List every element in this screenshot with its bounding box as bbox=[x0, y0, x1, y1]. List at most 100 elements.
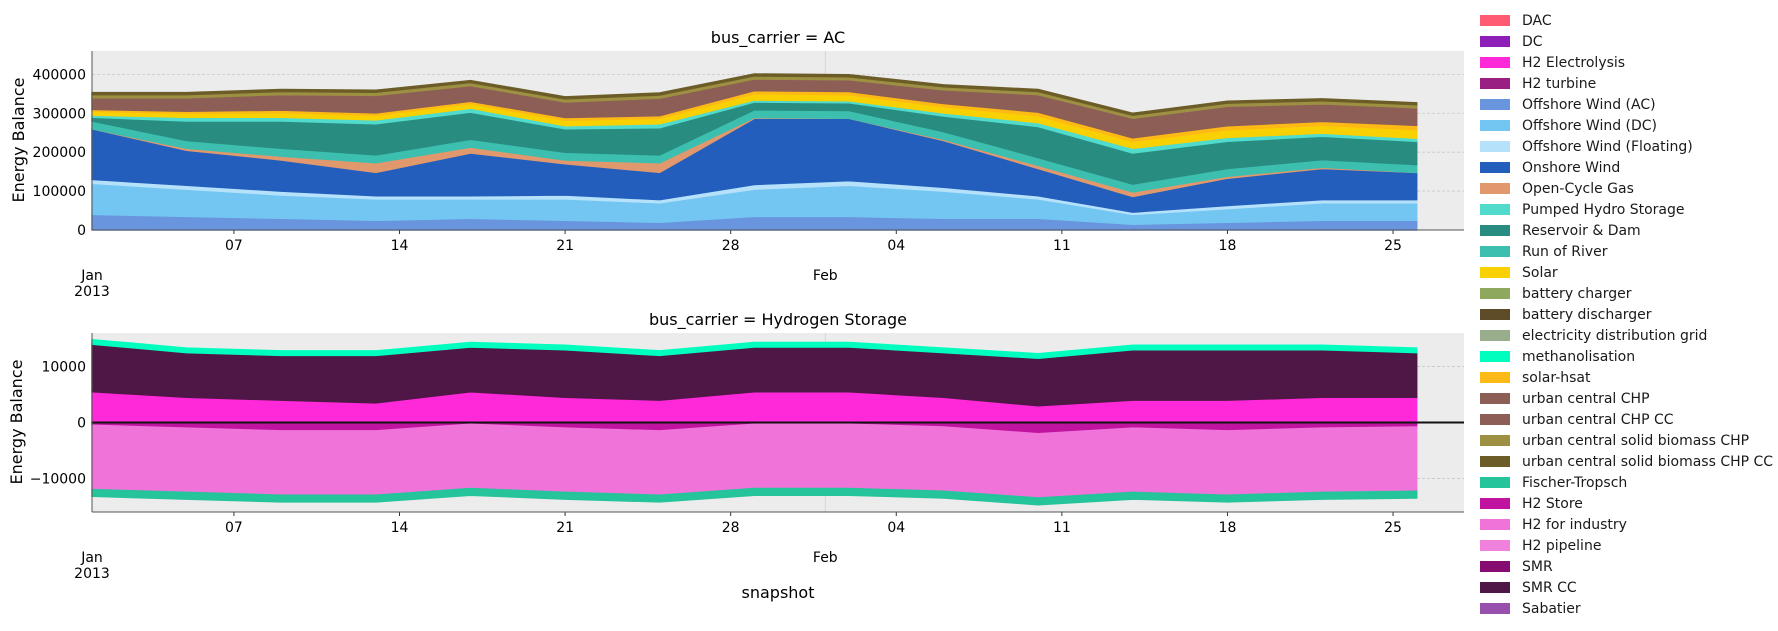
x-major-tick-sublabel: 2013 bbox=[74, 566, 110, 582]
legend-label: Offshore Wind (DC) bbox=[1522, 117, 1658, 134]
legend-item: urban central CHP bbox=[1480, 388, 1770, 409]
legend-item: H2 Store bbox=[1480, 493, 1770, 514]
legend-label: battery discharger bbox=[1522, 306, 1652, 323]
x-major-tick-label: Feb bbox=[813, 550, 838, 566]
legend-item: battery charger bbox=[1480, 283, 1770, 304]
x-tick-label: 11 bbox=[1053, 520, 1071, 536]
legend-swatch bbox=[1480, 519, 1510, 530]
x-tick-label: 25 bbox=[1384, 238, 1402, 254]
legend-swatch bbox=[1480, 414, 1510, 425]
legend-item: DC bbox=[1480, 31, 1770, 52]
legend-swatch bbox=[1480, 456, 1510, 467]
area-series bbox=[91, 73, 1418, 116]
y-tick-label: 200000 bbox=[33, 145, 86, 161]
x-tick-label: 21 bbox=[556, 520, 574, 536]
legend-item: H2 turbine bbox=[1480, 73, 1770, 94]
legend-label: methanolisation bbox=[1522, 348, 1636, 365]
y-axis-label-ac: Energy Balance bbox=[9, 78, 28, 203]
x-tick-label: 28 bbox=[722, 238, 740, 254]
legend-swatch bbox=[1480, 15, 1510, 26]
area-series bbox=[91, 423, 1418, 499]
legend-label: H2 turbine bbox=[1522, 75, 1597, 92]
legend-swatch bbox=[1480, 78, 1510, 89]
legend-item: Pumped Hydro Storage bbox=[1480, 199, 1770, 220]
legend-item: Sabatier bbox=[1480, 598, 1770, 619]
legend-swatch bbox=[1480, 141, 1510, 152]
legend-item: DAC bbox=[1480, 10, 1770, 31]
legend-item: solar-hsat bbox=[1480, 367, 1770, 388]
legend-item: methanolisation bbox=[1480, 346, 1770, 367]
legend-label: DC bbox=[1522, 33, 1543, 50]
panel-ac: 0 100000 200000 300000 400000 07 14 21 28 04 11 18 2… bbox=[9, 28, 1464, 300]
legend-item: urban central solid biomass CHP CC bbox=[1480, 451, 1774, 472]
legend-item: urban central solid biomass CHP bbox=[1480, 430, 1770, 451]
x-tick-label: 04 bbox=[887, 520, 905, 536]
legend-item: H2 pipeline bbox=[1480, 535, 1770, 556]
y-tick-label: 0 bbox=[77, 416, 86, 432]
legend-swatch bbox=[1480, 393, 1510, 404]
legend-label: battery charger bbox=[1522, 285, 1632, 302]
legend-label: Fischer-Tropsch bbox=[1522, 474, 1628, 491]
x-tick-label: 28 bbox=[722, 520, 740, 536]
legend-swatch bbox=[1480, 267, 1510, 278]
legend-swatch bbox=[1480, 498, 1510, 509]
legend-swatch bbox=[1480, 99, 1510, 110]
legend-item: Reservoir & Dam bbox=[1480, 220, 1770, 241]
legend-swatch bbox=[1480, 288, 1510, 299]
legend-swatch bbox=[1480, 57, 1510, 68]
x-tick-label: 21 bbox=[556, 238, 574, 254]
legend-item: electricity distribution grid bbox=[1480, 325, 1770, 346]
legend-item: Open-Cycle Gas bbox=[1480, 178, 1770, 199]
legend-label: Run of River bbox=[1522, 243, 1608, 260]
legend-item: Offshore Wind (AC) bbox=[1480, 94, 1770, 115]
x-tick-label: 18 bbox=[1219, 238, 1237, 254]
x-tick-label: 07 bbox=[225, 238, 243, 254]
legend-label: Offshore Wind (Floating) bbox=[1522, 138, 1693, 155]
x-tick-label: 04 bbox=[887, 238, 905, 254]
legend-item: Run of River bbox=[1480, 241, 1770, 262]
legend-label: Reservoir & Dam bbox=[1522, 222, 1641, 239]
legend-swatch bbox=[1480, 162, 1510, 173]
legend-label: DAC bbox=[1522, 12, 1552, 29]
area-series bbox=[91, 487, 1418, 506]
x-tick-label: 14 bbox=[391, 520, 409, 536]
x-tick-label: 25 bbox=[1384, 520, 1402, 536]
y-tick-label: 100000 bbox=[33, 184, 86, 200]
legend-label: urban central solid biomass CHP CC bbox=[1522, 453, 1774, 470]
legend-label: Onshore Wind bbox=[1522, 159, 1621, 176]
legend-label: electricity distribution grid bbox=[1522, 327, 1708, 344]
legend-label: Offshore Wind (AC) bbox=[1522, 96, 1656, 113]
x-tick-label: 18 bbox=[1219, 520, 1237, 536]
areas-hydrogen bbox=[91, 338, 1464, 506]
areas-ac bbox=[91, 73, 1418, 231]
legend-item: urban central CHP CC bbox=[1480, 409, 1770, 430]
legend-swatch bbox=[1480, 204, 1510, 215]
legend-label: Sabatier bbox=[1522, 600, 1581, 617]
legend-label: Solar bbox=[1522, 264, 1558, 281]
legend-label: urban central CHP CC bbox=[1522, 411, 1674, 428]
legend-swatch bbox=[1480, 309, 1510, 320]
legend-item: Offshore Wind (DC) bbox=[1480, 115, 1770, 136]
legend-swatch bbox=[1480, 36, 1510, 47]
legend-label: H2 Electrolysis bbox=[1522, 54, 1626, 71]
x-major-tick-label: Feb bbox=[813, 268, 838, 284]
legend-swatch bbox=[1480, 561, 1510, 572]
legend-swatch bbox=[1480, 330, 1510, 341]
legend-swatch bbox=[1480, 183, 1510, 194]
x-axis-label: snapshot bbox=[742, 583, 815, 602]
legend-swatch bbox=[1480, 120, 1510, 131]
x-major-tick-label: Jan bbox=[80, 268, 103, 284]
legend-item: battery discharger bbox=[1480, 304, 1770, 325]
legend-label: SMR CC bbox=[1522, 579, 1577, 596]
legend-swatch bbox=[1480, 225, 1510, 236]
legend-item: SMR bbox=[1480, 556, 1770, 577]
legend-item: SMR CC bbox=[1480, 577, 1770, 598]
legend-swatch bbox=[1480, 246, 1510, 257]
legend-label: urban central CHP bbox=[1522, 390, 1650, 407]
panel-title-ac: bus_carrier = AC bbox=[711, 28, 845, 48]
x-tick-label: 07 bbox=[225, 520, 243, 536]
y-axis-label-hydrogen: Energy Balance bbox=[7, 360, 26, 485]
area-series bbox=[91, 338, 1418, 359]
